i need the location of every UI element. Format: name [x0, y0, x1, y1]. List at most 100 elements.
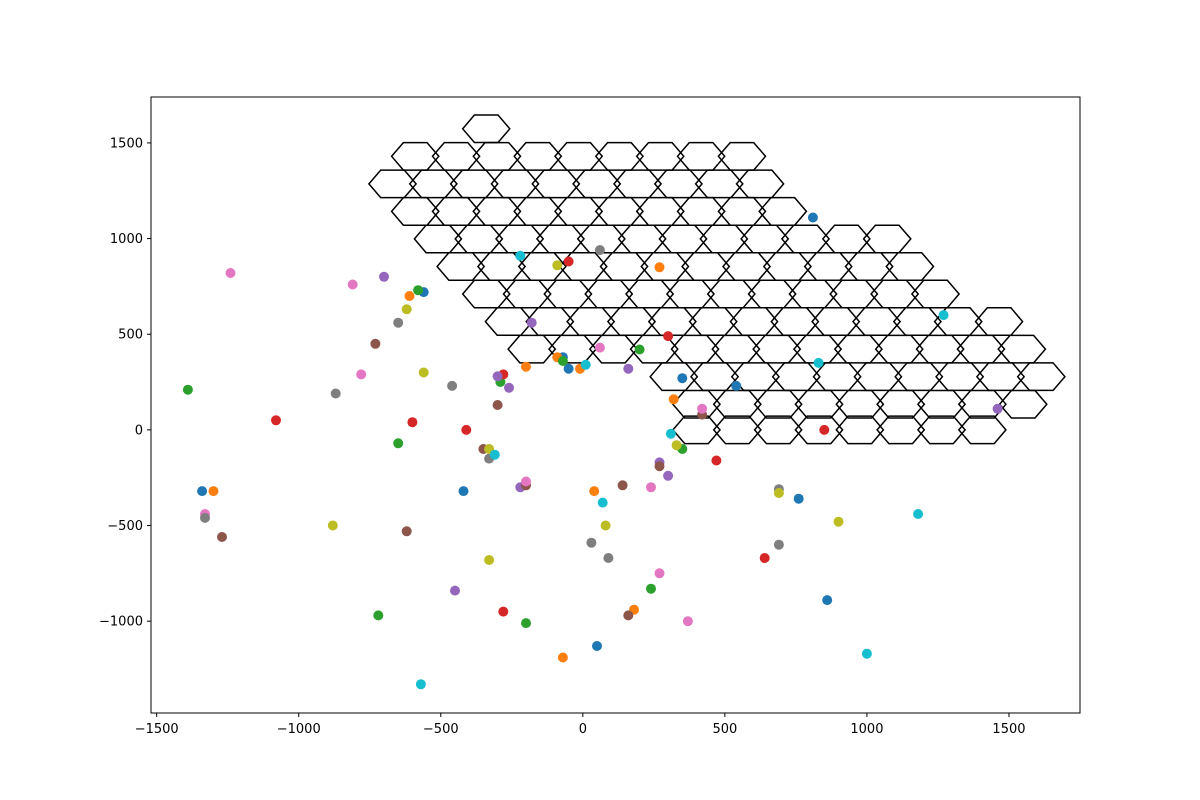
data-point: [671, 440, 682, 451]
data-point: [521, 361, 531, 372]
data-point: [492, 371, 503, 382]
data-point: [413, 285, 424, 296]
data-point: [461, 424, 472, 435]
x-tick-label: 1500: [992, 722, 1025, 737]
data-point: [623, 363, 634, 374]
hex-cell: [916, 389, 967, 419]
data-point: [557, 356, 568, 366]
data-point: [813, 357, 824, 368]
hex-cell: [957, 389, 1007, 419]
data-point: [938, 310, 949, 321]
x-tick-label: 500: [712, 722, 737, 737]
x-tick-label: 1000: [850, 722, 883, 737]
y-axis: −1000 −500 0 500 1000 1500: [99, 136, 151, 630]
hex-cell: [753, 415, 803, 445]
hex-cell: [885, 251, 935, 281]
data-point: [913, 509, 924, 519]
data-point: [217, 532, 227, 542]
hex-cell: [588, 334, 638, 364]
data-point: [773, 488, 784, 498]
data-point: [646, 482, 656, 493]
hex-cell: [722, 251, 772, 281]
data-point: [200, 512, 210, 523]
data-point: [225, 268, 236, 278]
data-point: [347, 279, 358, 290]
data-point: [617, 480, 628, 491]
data-point: [356, 369, 367, 380]
data-point: [327, 520, 338, 531]
data-point: [819, 424, 830, 435]
data-point: [401, 526, 412, 537]
hex-cell: [753, 389, 803, 419]
data-point: [557, 652, 568, 663]
hex-cell: [794, 415, 844, 445]
hex-cell: [517, 251, 567, 281]
hex-cell: [998, 389, 1048, 419]
data-point: [861, 648, 872, 659]
data-point: [492, 400, 503, 410]
data-point: [623, 610, 634, 621]
data-point: [668, 394, 679, 405]
data-point: [759, 553, 770, 563]
data-point: [208, 486, 219, 497]
x-tick-label: 0: [579, 722, 587, 737]
data-point: [563, 363, 574, 374]
data-point: [697, 403, 708, 414]
data-point: [634, 344, 645, 355]
hex-cell: [876, 389, 926, 419]
data-point: [580, 359, 591, 370]
data-point: [992, 403, 1003, 414]
data-point: [822, 595, 833, 606]
data-point: [401, 304, 412, 315]
data-point: [682, 616, 693, 627]
data-point: [330, 388, 341, 399]
data-point: [404, 291, 415, 301]
data-point: [793, 493, 804, 504]
y-tick-label: −1000: [99, 615, 143, 630]
data-point: [711, 455, 722, 466]
hex-cell: [436, 251, 486, 281]
data-point: [521, 476, 531, 487]
x-tick-label: −500: [423, 722, 459, 737]
y-tick-label: 500: [118, 328, 143, 343]
y-tick-label: −500: [107, 519, 143, 534]
data-point: [447, 380, 458, 391]
hex-cell: [712, 389, 762, 419]
hex-cell: [712, 415, 762, 445]
data-point: [418, 367, 429, 378]
x-tick-label: −1000: [277, 722, 321, 737]
data-point: [833, 516, 844, 527]
data-point: [370, 338, 381, 349]
data-point: [807, 212, 818, 223]
data-point: [373, 610, 384, 621]
data-point: [603, 553, 614, 563]
data-point: [663, 331, 674, 342]
data-point: [586, 537, 597, 548]
data-point: [484, 555, 495, 565]
hex-cell: [916, 415, 967, 445]
hexagon-grid-overlay: [367, 114, 1066, 445]
y-tick-label: 1000: [110, 232, 143, 247]
hex-cell: [762, 251, 812, 281]
data-point: [563, 256, 574, 267]
data-point: [407, 417, 418, 428]
data-point: [600, 520, 611, 531]
hex-cell: [803, 251, 853, 281]
hex-cell: [507, 334, 557, 364]
data-point: [731, 380, 742, 391]
data-point: [594, 342, 605, 353]
hex-cell: [599, 251, 649, 281]
hex-cell: [835, 415, 885, 445]
hex-cell: [876, 415, 926, 445]
data-point: [498, 606, 509, 617]
data-point: [677, 373, 688, 384]
data-point: [450, 585, 460, 596]
data-point: [665, 428, 676, 439]
data-point: [663, 470, 674, 481]
data-point: [182, 384, 193, 395]
data-point: [379, 271, 389, 282]
hex-cell: [844, 251, 894, 281]
data-point: [592, 641, 602, 651]
data-point: [521, 618, 531, 629]
hex-cell: [476, 251, 527, 281]
